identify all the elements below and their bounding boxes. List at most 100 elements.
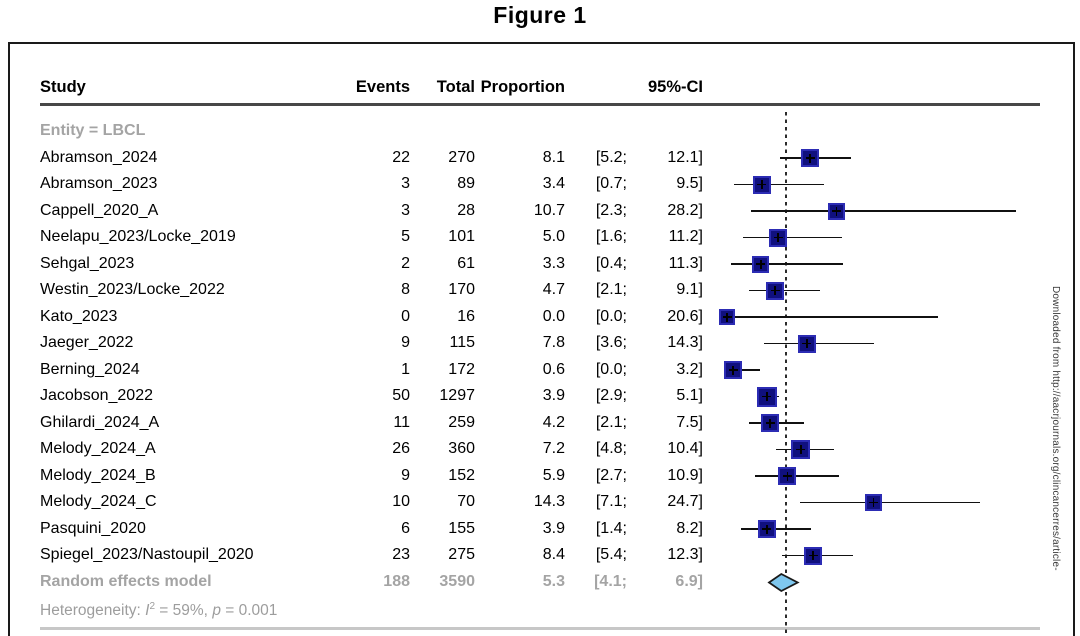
total-value: 172: [448, 360, 475, 378]
study-name: Melody_2024_A: [40, 440, 156, 458]
total-value: 89: [457, 175, 475, 193]
events-value: 50: [392, 387, 410, 405]
study-table: Entity = LBCL Abramson_2024 22 270 8.1 [5.2; 1…: [0, 118, 1080, 595]
ci-high: 7.5]: [676, 413, 703, 431]
events-value: 9: [401, 466, 410, 484]
header-total: Total: [436, 78, 475, 96]
heterogeneity-prefix: Heterogeneity:: [40, 602, 146, 619]
ci-cell: [0.4; 11.3]: [565, 251, 703, 278]
study-name: Sehgal_2023: [40, 254, 135, 272]
download-watermark: Downloaded from http://aacrjournals.org/…: [1050, 286, 1061, 571]
summary-events: 188: [383, 572, 410, 590]
ci-cell: [0.0; 20.6]: [565, 304, 703, 331]
total-value: 61: [457, 254, 475, 272]
header-study: Study: [40, 78, 86, 96]
events-value: 26: [392, 440, 410, 458]
total-value: 170: [448, 281, 475, 299]
total-value: 16: [457, 307, 475, 325]
events-value: 2: [401, 254, 410, 272]
ci-cell: [0.7; 9.5]: [565, 171, 703, 198]
bottom-rule: [40, 627, 1040, 630]
summary-row: Random effects model 188 3590 5.3 [4.1; 6.9]: [40, 569, 703, 596]
table-row: Jacobson_2022 50 1297 3.9 [2.9; 5.1]: [40, 383, 703, 410]
ci-high: 11.3]: [668, 254, 703, 272]
ci-cell: [4.1; 6.9]: [565, 569, 703, 596]
events-value: 3: [401, 175, 410, 193]
events-value: 8: [401, 281, 410, 299]
proportion-value: 3.9: [542, 387, 565, 405]
heterogeneity-mid: = 59%,: [155, 602, 213, 619]
ci-low: [5.4;: [595, 546, 627, 564]
ci-high: 12.1]: [667, 148, 703, 166]
events-value: 3: [401, 201, 410, 219]
proportion-value: 0.6: [542, 360, 565, 378]
ci-low: [2.9;: [595, 387, 627, 405]
ci-low: [4.8;: [595, 440, 627, 458]
study-name: Melody_2024_B: [40, 466, 156, 484]
proportion-value: 3.3: [542, 254, 565, 272]
ci-high: 3.2]: [676, 360, 703, 378]
header-rule: [40, 103, 1040, 106]
header-ci: 95%-CI: [647, 78, 703, 96]
table-row: Neelapu_2023/Locke_2019 5 101 5.0 [1.6; 11.2]: [40, 224, 703, 251]
proportion-value: 5.9: [542, 466, 565, 484]
proportion-value: 8.4: [542, 546, 565, 564]
ci-cell: [2.1; 9.1]: [565, 277, 703, 304]
total-value: 360: [448, 440, 475, 458]
table-row: Cappell_2020_A 3 28 10.7 [2.3; 28.2]: [40, 198, 703, 225]
ci-cell: [1.6; 11.2]: [565, 224, 703, 251]
ci-low: [1.6;: [595, 228, 627, 246]
proportion-value: 7.8: [542, 334, 565, 352]
events-value: 9: [401, 334, 410, 352]
i-squared-exponent: 2: [149, 600, 155, 612]
proportion-value: 7.2: [542, 440, 565, 458]
study-name: Westin_2023/Locke_2022: [40, 281, 225, 299]
ci-low: [2.1;: [595, 281, 627, 299]
heterogeneity-suffix: = 0.001: [220, 602, 278, 619]
events-value: 23: [392, 546, 410, 564]
proportion-value: 5.0: [542, 228, 565, 246]
study-name: Pasquini_2020: [40, 519, 146, 537]
table-row: Melody_2024_B 9 152 5.9 [2.7; 10.9]: [40, 463, 703, 490]
ci-cell: [1.4; 8.2]: [565, 516, 703, 543]
study-name: Neelapu_2023/Locke_2019: [40, 228, 236, 246]
proportion-value: 14.3: [533, 493, 565, 511]
ci-high: 9.5]: [676, 175, 703, 193]
table-row: Berning_2024 1 172 0.6 [0.0; 3.2]: [40, 357, 703, 384]
study-name: Abramson_2023: [40, 175, 158, 193]
ci-low: [0.0;: [595, 307, 627, 325]
events-value: 10: [392, 493, 410, 511]
table-row: Melody_2024_C 10 70 14.3 [7.1; 24.7]: [40, 489, 703, 516]
table-row: Ghilardi_2024_A 11 259 4.2 [2.1; 7.5]: [40, 410, 703, 437]
summary-total: 3590: [439, 572, 475, 590]
events-value: 1: [401, 360, 410, 378]
header-events: Events: [355, 78, 410, 96]
p-symbol: p: [212, 602, 221, 619]
ci-cell: [2.1; 7.5]: [565, 410, 703, 437]
table-row: Abramson_2024 22 270 8.1 [5.2; 12.1]: [40, 145, 703, 172]
ci-low: [3.6;: [595, 334, 627, 352]
table-row: Westin_2023/Locke_2022 8 170 4.7 [2.1; 9.1]: [40, 277, 703, 304]
ci-high: 6.9]: [675, 572, 703, 590]
group-row: Entity = LBCL: [40, 118, 703, 145]
ci-high: 11.2]: [668, 228, 703, 246]
proportion-value: 3.4: [542, 175, 565, 193]
ci-low: [2.3;: [595, 201, 627, 219]
events-value: 5: [401, 228, 410, 246]
table-header: Study Events Total Proportion 95%-CI: [40, 74, 703, 101]
ci-low: [7.1;: [595, 493, 627, 511]
total-value: 275: [448, 546, 475, 564]
proportion-value: 0.0: [542, 307, 565, 325]
ci-high: 14.3]: [667, 334, 703, 352]
proportion-value: 4.2: [542, 413, 565, 431]
ci-high: 12.3]: [667, 546, 703, 564]
total-value: 70: [457, 493, 475, 511]
ci-low: [5.2;: [595, 148, 627, 166]
events-value: 11: [393, 413, 410, 431]
table-row: Sehgal_2023 2 61 3.3 [0.4; 11.3]: [40, 251, 703, 278]
ci-high: 20.6]: [667, 307, 703, 325]
events-value: 6: [401, 519, 410, 537]
events-value: 0: [401, 307, 410, 325]
events-value: 22: [392, 148, 410, 166]
ci-cell: [2.3; 28.2]: [565, 198, 703, 225]
